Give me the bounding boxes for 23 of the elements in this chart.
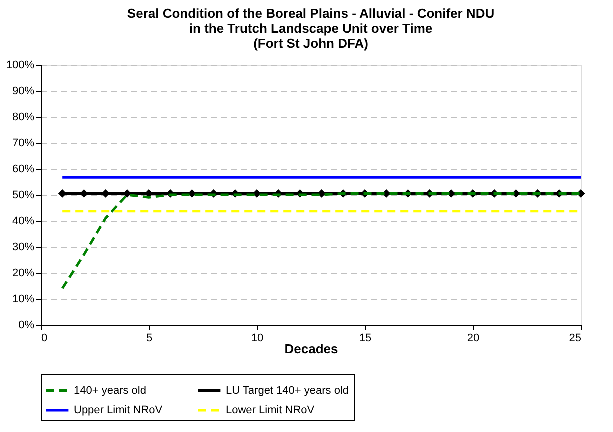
chart-title: Seral Condition of the Boreal Plains - Alluvial - Conifer NDU in the Trutch Landscape Unit over Time (Fort St John DFA) xyxy=(127,6,495,51)
y-tick-label: 20% xyxy=(12,268,35,280)
y-tick-label: 90% xyxy=(12,86,35,98)
x-tick-label: 15 xyxy=(359,332,372,344)
y-tick-label: 0% xyxy=(18,320,35,332)
y-tick-label: 80% xyxy=(12,112,35,124)
x-tick-label: 25 xyxy=(569,332,582,344)
legend-label: Lower Limit NRoV xyxy=(226,404,316,416)
x-tick-label: 5 xyxy=(146,332,153,344)
x-tick-label: 0 xyxy=(42,332,48,344)
legend-label: LU Target 140+ years old xyxy=(226,384,350,397)
legend-label: Upper Limit NRoV xyxy=(74,404,164,416)
y-tick-label: 10% xyxy=(12,294,35,306)
legend-label: 140+ years old xyxy=(74,384,146,397)
y-tick-label: 30% xyxy=(12,242,35,254)
y-tick-label: 70% xyxy=(12,138,35,150)
x-tick-label: 20 xyxy=(467,332,480,344)
y-tick-label: 60% xyxy=(12,164,35,176)
y-tick-label: 40% xyxy=(12,216,35,228)
x-axis-title: Decades xyxy=(284,342,338,356)
x-tick-label: 10 xyxy=(251,332,264,344)
y-tick-label: 50% xyxy=(12,190,35,202)
y-tick-label: 100% xyxy=(6,60,35,72)
